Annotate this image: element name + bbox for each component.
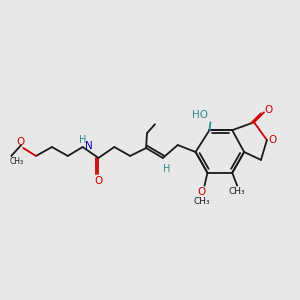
Text: N: N bbox=[85, 141, 92, 151]
Text: CH₃: CH₃ bbox=[9, 158, 23, 166]
Text: CH₃: CH₃ bbox=[229, 187, 245, 196]
Text: H: H bbox=[163, 164, 170, 174]
Text: O: O bbox=[197, 187, 206, 196]
Text: O: O bbox=[94, 176, 103, 186]
Text: O: O bbox=[16, 137, 24, 147]
Text: CH₃: CH₃ bbox=[193, 197, 210, 206]
Text: HO: HO bbox=[191, 110, 208, 120]
Text: O: O bbox=[269, 135, 277, 145]
Text: H: H bbox=[79, 135, 86, 145]
Text: O: O bbox=[265, 105, 273, 116]
